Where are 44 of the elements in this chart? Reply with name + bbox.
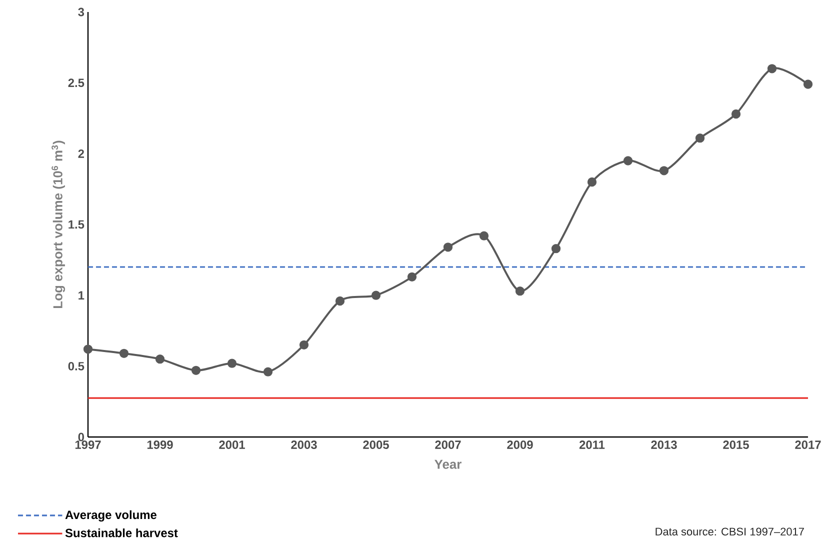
point xyxy=(767,64,777,74)
point xyxy=(731,109,741,119)
point xyxy=(191,366,201,376)
x-tick-label: 2015 xyxy=(723,440,749,449)
point xyxy=(623,156,633,166)
x-tick-label: 2011 xyxy=(579,440,605,449)
point xyxy=(659,166,669,176)
y-tick-label: 1.5 xyxy=(68,220,84,229)
y-tick-label: 2.5 xyxy=(68,78,84,88)
point xyxy=(803,80,813,89)
x-axis-title: Year xyxy=(434,460,462,469)
point xyxy=(515,286,525,296)
point xyxy=(119,348,129,358)
x-tick-label: 2009 xyxy=(507,440,533,449)
x-tick-label: 2007 xyxy=(435,440,461,449)
point xyxy=(371,290,381,300)
point xyxy=(443,242,453,252)
y-tick-label: 2 xyxy=(78,149,84,158)
point xyxy=(587,177,597,187)
point xyxy=(83,344,93,354)
x-tick-label: 2001 xyxy=(219,440,245,449)
y-tick-label: 0 xyxy=(78,432,84,442)
x-tick-label: 2017 xyxy=(795,440,821,449)
point xyxy=(335,296,345,306)
y-tick-label: 3 xyxy=(78,8,84,16)
x-tick-label: 2003 xyxy=(291,440,317,450)
point xyxy=(479,231,489,240)
point xyxy=(263,367,273,376)
y-tick-label: 1 xyxy=(78,291,84,300)
legend-label: Sustainable harvest xyxy=(65,528,178,538)
y-axis-title: Log export volume (10$^{6}$ m$^{3}$) xyxy=(52,140,66,308)
point xyxy=(551,244,561,254)
x-tick-label: 1997 xyxy=(75,440,101,449)
point xyxy=(299,340,309,350)
x-tick-label: 2005 xyxy=(363,440,389,449)
source-note: Data source: CBSI 1997–2017 xyxy=(656,528,804,536)
legend-label: Average volume xyxy=(65,510,156,522)
y-tick-label: 0.5 xyxy=(68,362,84,370)
x-tick-label: 1999 xyxy=(147,440,173,449)
point xyxy=(695,133,705,143)
point xyxy=(407,272,417,282)
point xyxy=(155,354,165,364)
x-tick-label: 2013 xyxy=(651,440,677,450)
point xyxy=(227,358,237,368)
